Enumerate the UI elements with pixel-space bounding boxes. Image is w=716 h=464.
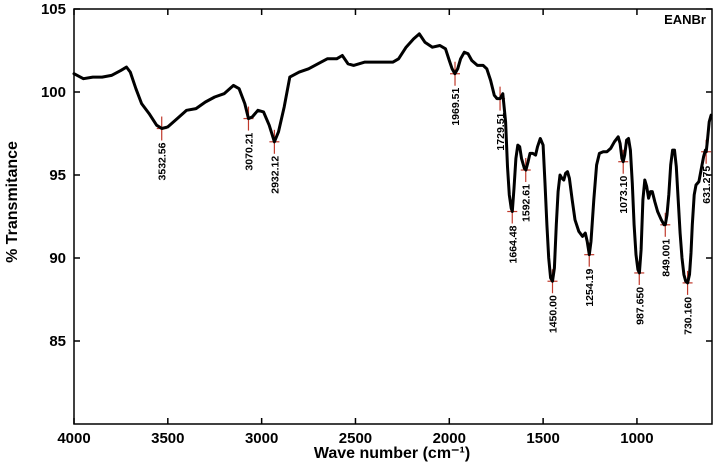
peak-label: 1729.51 bbox=[495, 112, 507, 150]
peak-label: 1592.61 bbox=[521, 184, 533, 222]
x-tick-label: 1000 bbox=[620, 430, 653, 447]
peak-label: 1664.48 bbox=[507, 225, 519, 263]
y-tick-label: 100 bbox=[41, 84, 66, 101]
peak-label: 631.275 bbox=[701, 166, 713, 204]
peak-label: 987.650 bbox=[634, 287, 646, 325]
peak-labels: 3532.56 3070.21 2932.12 1969.51 1729.51 1664.… bbox=[157, 88, 713, 335]
peak-label: 1073.10 bbox=[618, 176, 630, 214]
x-axis: 4000 3500 3000 2500 2000 1500 1000 bbox=[57, 9, 654, 447]
y-axis: 85 90 95 100 105 bbox=[41, 1, 712, 350]
y-tick-label: 105 bbox=[41, 1, 66, 18]
y-tick-label: 85 bbox=[49, 333, 66, 350]
x-tick-label: 3000 bbox=[245, 430, 278, 447]
x-tick-label: 3500 bbox=[151, 430, 184, 447]
y-tick-label: 90 bbox=[49, 250, 66, 267]
peak-label: 1969.51 bbox=[450, 88, 462, 126]
x-axis-title: Wave number (cm⁻¹) bbox=[314, 445, 470, 462]
x-tick-label: 4000 bbox=[57, 430, 90, 447]
peak-label: 1254.19 bbox=[584, 269, 596, 307]
x-tick-label: 2500 bbox=[339, 430, 372, 447]
peak-label: 730.160 bbox=[683, 297, 695, 335]
peak-label: 1450.00 bbox=[548, 295, 560, 333]
y-axis-title: % Transmitance bbox=[4, 141, 21, 263]
x-tick-label: 2000 bbox=[433, 430, 466, 447]
peak-label: 3070.21 bbox=[244, 132, 256, 170]
peak-label: 849.001 bbox=[660, 239, 672, 277]
spectrum-line bbox=[72, 32, 713, 285]
peak-label: 3532.56 bbox=[157, 142, 169, 180]
legend-label: EANBr bbox=[664, 12, 706, 27]
x-tick-label: 1500 bbox=[526, 430, 559, 447]
peak-label: 2932.12 bbox=[269, 156, 281, 194]
y-tick-label: 95 bbox=[49, 167, 66, 184]
plot-area-border bbox=[73, 8, 713, 425]
plot-frame bbox=[73, 8, 713, 425]
